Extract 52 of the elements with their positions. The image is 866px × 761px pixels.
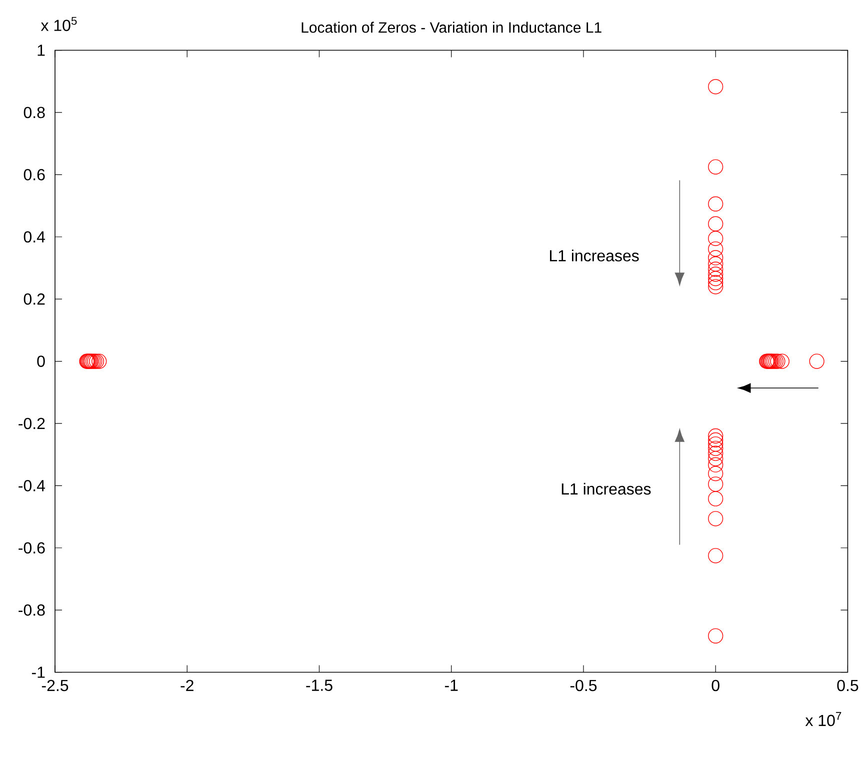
point bbox=[708, 432, 724, 448]
point bbox=[708, 457, 724, 472]
point bbox=[708, 279, 724, 294]
y-tick-label: 0.8 bbox=[24, 106, 45, 118]
point bbox=[708, 271, 724, 286]
point bbox=[774, 354, 790, 369]
y-tick-label: -0.8 bbox=[18, 604, 45, 616]
y-tick-label: 0.6 bbox=[24, 169, 45, 180]
point bbox=[708, 428, 724, 444]
text: x 10$^{5}$ bbox=[40, 16, 77, 32]
point bbox=[708, 451, 724, 466]
point bbox=[708, 250, 724, 266]
x-tick-label: -0.5 bbox=[570, 680, 597, 692]
point bbox=[708, 628, 724, 644]
point bbox=[708, 440, 724, 456]
point bbox=[708, 436, 724, 452]
y-tick-label: -0.6 bbox=[18, 542, 45, 554]
point bbox=[708, 446, 724, 461]
annotation: L1 increases bbox=[550, 250, 639, 262]
x-tick-label: -2 bbox=[180, 680, 194, 691]
y-tick-label: 0.2 bbox=[24, 293, 45, 305]
y-tick-label: -0.4 bbox=[18, 480, 46, 492]
x-tick-label: 0 bbox=[712, 680, 720, 692]
point bbox=[809, 354, 824, 369]
chart-title: Location of Zeros - Variation in Inductance L1 bbox=[302, 22, 602, 33]
point bbox=[708, 159, 724, 174]
point bbox=[708, 230, 724, 246]
point bbox=[708, 262, 724, 277]
point bbox=[708, 196, 724, 212]
x-tick-label: 0.5 bbox=[837, 680, 858, 692]
y-tick-label: 0.4 bbox=[24, 231, 46, 243]
x-tick-label: -1 bbox=[444, 680, 458, 691]
point bbox=[708, 491, 724, 506]
y-tick-label: -1 bbox=[32, 666, 45, 678]
point bbox=[708, 216, 724, 232]
point bbox=[708, 466, 724, 482]
annotation: L1 increases bbox=[562, 482, 651, 495]
point bbox=[708, 79, 724, 94]
y-tick-label: 0 bbox=[37, 356, 45, 367]
point bbox=[92, 354, 107, 369]
text: x 10$^{7}$ bbox=[805, 712, 842, 726]
y-tick-label: 1 bbox=[38, 44, 45, 56]
point bbox=[708, 241, 724, 257]
point bbox=[708, 266, 724, 282]
point bbox=[708, 476, 724, 492]
point bbox=[708, 275, 724, 290]
point bbox=[708, 548, 724, 564]
point bbox=[708, 256, 724, 272]
x-tick-label: -1.5 bbox=[306, 680, 332, 691]
y-tick-label: -0.2 bbox=[18, 418, 45, 430]
x-tick-label: -2.5 bbox=[42, 680, 68, 692]
point bbox=[708, 511, 724, 526]
